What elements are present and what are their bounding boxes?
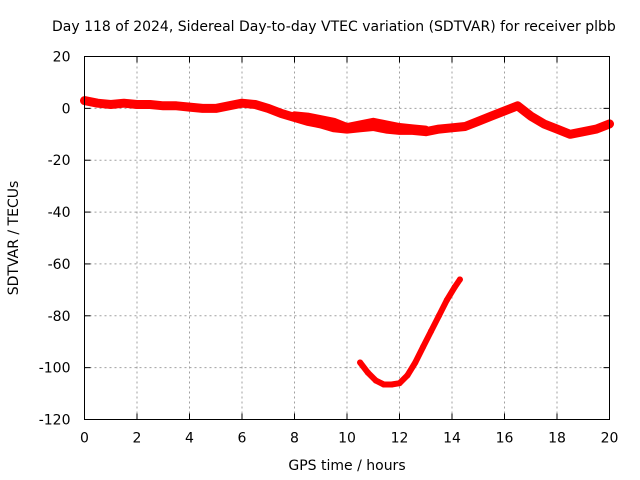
data-point: [370, 118, 377, 125]
y-axis-label: SDTVAR / TECUs: [6, 181, 22, 296]
data-point: [372, 377, 379, 384]
x-tick-label: 18: [548, 431, 566, 447]
data-point: [330, 118, 337, 125]
x-tick-label: 8: [290, 431, 299, 447]
data-point: [580, 128, 587, 135]
data-point: [147, 101, 154, 108]
y-tick-label: -100: [39, 361, 71, 377]
data-point: [488, 113, 495, 120]
data-point: [388, 381, 395, 388]
data-point: [380, 381, 387, 388]
data-point: [475, 118, 482, 125]
data-point: [239, 100, 245, 107]
data-point: [428, 328, 434, 335]
y-tick-label: -120: [39, 413, 71, 429]
data-point: [278, 110, 285, 117]
data-point: [212, 105, 219, 112]
x-axis-label: GPS time / hours: [288, 458, 405, 474]
x-tick-label: 0: [80, 431, 89, 447]
data-point: [252, 101, 259, 108]
y-tick-label: -60: [48, 257, 71, 273]
data-point: [225, 102, 232, 109]
data-point: [514, 102, 521, 109]
data-point: [540, 120, 547, 127]
data-point: [451, 284, 458, 291]
data-point: [107, 101, 114, 108]
data-point: [422, 126, 429, 133]
data-point: [527, 113, 534, 120]
data-point: [120, 100, 127, 107]
data-point: [357, 359, 364, 366]
data-point: [435, 312, 442, 319]
x-tick-label: 14: [443, 431, 461, 447]
data-point: [94, 100, 101, 107]
data-point: [412, 359, 419, 366]
data-point: [265, 105, 272, 112]
data-point: [567, 131, 574, 138]
data-point: [160, 102, 167, 109]
x-tick-label: 16: [496, 431, 514, 447]
data-point: [186, 104, 193, 111]
data-point: [199, 105, 206, 112]
data-series: [80, 96, 614, 388]
x-tick-label: 10: [338, 431, 356, 447]
y-tick-label: -80: [48, 309, 71, 325]
data-point: [330, 124, 337, 131]
x-tick-label: 2: [133, 431, 142, 447]
x-tick-label: 6: [238, 431, 247, 447]
x-tick-label: 20: [601, 431, 619, 447]
data-point: [357, 120, 364, 127]
data-point: [365, 369, 371, 376]
data-point: [344, 123, 350, 130]
data-point: [404, 372, 411, 379]
x-tick-label: 12: [391, 431, 409, 447]
data-point: [435, 126, 442, 133]
y-tick-label: -20: [48, 153, 71, 169]
tick-labels: 0 2 4 6 8 10 12 14 16 18 20 -120 -100 -80 -60 -40 -20 0 20: [39, 50, 619, 447]
data-point: [291, 111, 298, 118]
data-point: [134, 101, 140, 108]
data-point: [396, 123, 403, 130]
data-point: [317, 115, 324, 122]
data-point: [409, 124, 416, 131]
data-point: [304, 113, 311, 120]
data-point: [173, 102, 180, 109]
y-tick-label: 0: [62, 101, 71, 117]
data-point: [456, 276, 463, 283]
data-point: [449, 124, 455, 131]
chart-title: Day 118 of 2024, Sidereal Day-to-day VTE…: [52, 19, 616, 35]
data-point: [396, 380, 403, 387]
data-point: [443, 297, 450, 304]
data-point: [501, 107, 508, 114]
data-point: [462, 123, 469, 130]
data-point: [593, 126, 600, 133]
data-point: [383, 120, 390, 127]
y-tick-label: -40: [48, 205, 71, 221]
data-point: [554, 126, 560, 133]
x-tick-label: 4: [185, 431, 194, 447]
y-tick-label: 20: [53, 50, 71, 66]
data-point: [420, 343, 427, 350]
axis-ticks: [84, 56, 610, 420]
